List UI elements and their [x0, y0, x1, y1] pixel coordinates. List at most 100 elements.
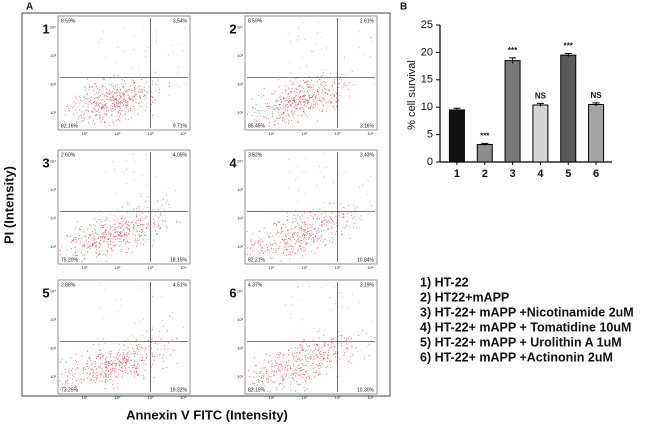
scatter-dot: [263, 95, 265, 97]
scatter-dot: [290, 381, 292, 383]
scatter-dot: [128, 357, 130, 359]
scatter-dot: [110, 360, 112, 362]
scatter-dot: [312, 95, 314, 97]
scatter-dot: [96, 372, 98, 374]
scatter-dot: [168, 315, 170, 317]
scatter-dot: [104, 121, 106, 123]
x-tick-label: 10⁴: [367, 131, 373, 136]
scatter-dot: [329, 72, 331, 74]
scatter-dot: [325, 166, 327, 168]
scatter-dot: [329, 221, 331, 223]
scatter-dot: [129, 370, 131, 372]
scatter-dot: [287, 229, 289, 231]
scatter-dot: [162, 367, 164, 369]
scatter-dot: [123, 50, 125, 52]
scatter-dot: [276, 357, 278, 359]
scatter-dot: [261, 250, 263, 252]
scatter-dot: [305, 172, 307, 174]
scatter-dot: [283, 385, 285, 387]
scatter-dot: [268, 361, 270, 363]
scatter-dot: [290, 98, 292, 100]
scatter-dot: [123, 349, 125, 351]
scatter-dot: [327, 93, 329, 95]
scatter-dot: [261, 109, 263, 111]
x-tick-label: 10³: [335, 395, 341, 400]
scatter-dot: [162, 320, 164, 322]
scatter-dot: [257, 240, 259, 242]
scatter-dot: [285, 233, 287, 235]
scatter-dot: [260, 370, 262, 373]
scatter-dot: [322, 220, 324, 222]
scatter-dot: [80, 378, 82, 380]
scatter-dot: [106, 216, 108, 218]
scatter-dot: [118, 234, 120, 236]
scatter-dot: [289, 246, 291, 248]
scatter-dot: [321, 213, 323, 215]
scatter-dot: [123, 355, 125, 357]
scatter-dot: [297, 35, 299, 37]
scatter-dot: [166, 330, 169, 332]
scatter-dot: [178, 86, 180, 88]
scatter-dot: [145, 353, 148, 355]
scatter-dot: [262, 116, 264, 118]
scatter-dot: [134, 322, 136, 324]
scatter-dot: [258, 375, 260, 378]
scatter-dot: [283, 107, 285, 109]
scatter-dot: [324, 342, 326, 344]
scatter-dot: [78, 95, 80, 97]
scatter-dot: [99, 114, 101, 116]
scatter-dot: [105, 105, 107, 107]
scatter-dot: [271, 235, 273, 237]
scatter-dot: [260, 115, 262, 117]
scatter-dot: [335, 100, 337, 102]
scatter-dot: [312, 51, 314, 53]
scatter-dot: [373, 337, 375, 339]
scatter-dot: [279, 96, 281, 98]
scatter-dot: [94, 245, 96, 247]
scatter-dot: [108, 362, 110, 364]
scatter-dot: [138, 102, 140, 104]
scatter-dot: [323, 86, 325, 88]
scatter-dot: [144, 348, 147, 350]
scatter-dot: [331, 217, 333, 219]
scatter-dot: [106, 241, 108, 243]
plot-frame: [57, 279, 191, 395]
scatter-dot: [306, 388, 308, 390]
scatter-dot: [89, 358, 91, 360]
scatter-dot: [316, 247, 319, 249]
scatter-dot: [99, 236, 101, 238]
scatter-dot: [293, 106, 295, 108]
scatter-dot: [120, 89, 122, 91]
scatter-dot: [302, 22, 304, 24]
scatter-dot: [138, 206, 140, 208]
scatter-dot: [277, 368, 279, 370]
scatter-dot: [137, 362, 139, 364]
scatter-dot: [312, 98, 315, 100]
scatter-dot: [153, 221, 156, 223]
scatter-dot: [95, 92, 97, 94]
scatter-dot: [141, 224, 144, 226]
scatter-dot: [101, 104, 104, 106]
scatter-dot: [94, 123, 96, 125]
scatter-dot: [311, 232, 313, 234]
legend-item: 4) HT-22+ mAPP + Tomatidine 10uM: [420, 320, 631, 334]
scatter-dot: [74, 373, 76, 375]
scatter-dot: [328, 360, 330, 362]
scatter-dot: [153, 239, 155, 241]
scatter-dot: [317, 238, 319, 240]
scatter-dot: [152, 218, 154, 220]
scatter-dot: [87, 246, 89, 248]
scatter-dot: [139, 320, 141, 322]
scatter-dot: [140, 287, 142, 289]
scatter-dot: [280, 101, 283, 103]
x-tick-label: 10³: [148, 395, 154, 400]
scatter-dot: [84, 96, 86, 98]
scatter-dot: [312, 362, 314, 365]
scatter-dot: [282, 356, 284, 358]
scatter-dot: [150, 341, 152, 343]
scatter-dot: [304, 243, 306, 246]
scatter-dot: [326, 373, 328, 375]
scatter-dot: [254, 107, 257, 110]
scatter-dot: [111, 362, 113, 365]
scatter-dot: [151, 347, 153, 349]
